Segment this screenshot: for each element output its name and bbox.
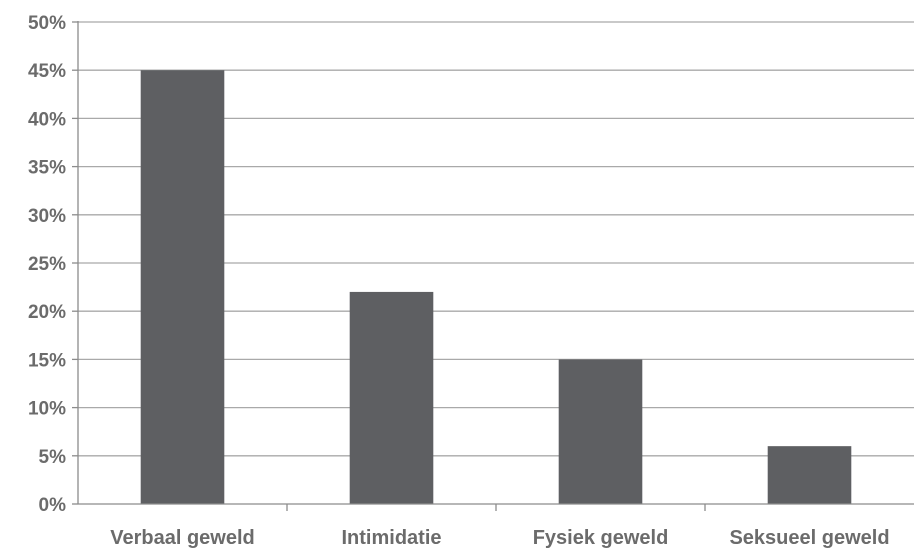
y-tick-label: 5% [39,447,67,468]
y-tick-label: 10% [28,399,66,420]
bar [558,359,643,504]
y-tick-label: 50% [28,13,66,34]
tick-labels: 0% 5% 10% 15% 20% 25% 30% 35% 40% 45% 50% Verbaal g… [28,13,890,549]
y-tick-label: 35% [28,158,66,179]
bars [140,70,852,504]
bar [140,70,225,504]
y-tick-label: 15% [28,350,66,371]
y-tick-label: 25% [28,254,66,275]
axes [72,21,914,511]
x-tick-label: Verbaal geweld [110,527,255,549]
x-tick-label: Intimidatie [341,527,441,549]
bar [349,291,434,504]
bar [767,446,852,504]
y-tick-label: 30% [28,206,66,227]
y-tick-label: 20% [28,302,66,323]
y-tick-label: 45% [28,61,66,82]
x-tick-label: Fysiek geweld [533,527,669,549]
y-tick-label: 40% [28,109,66,130]
x-tick-label: Seksueel geweld [729,527,889,549]
y-tick-label: 0% [39,495,67,516]
